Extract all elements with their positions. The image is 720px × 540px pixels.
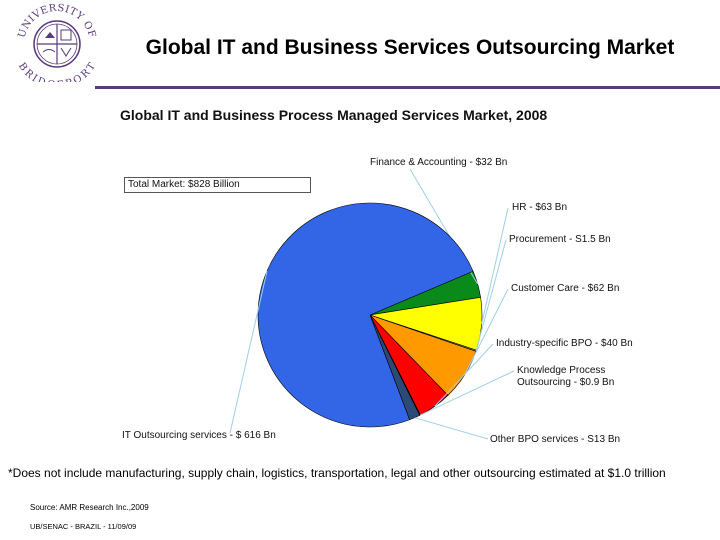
leader-line-it-outsourcing-services bbox=[229, 270, 268, 434]
pie-chart-svg bbox=[229, 168, 515, 440]
leader-line-procurement bbox=[475, 239, 507, 351]
slide-footer: UB/SENAC - BRAZIL - 11/09/09 bbox=[30, 522, 137, 531]
label-it-outsourcing: IT Outsourcing services - $ 616 Bn bbox=[122, 430, 276, 441]
label-hr: HR - $63 Bn bbox=[512, 202, 568, 213]
leader-line-hr bbox=[481, 207, 509, 325]
label-knowledge-process-line2: Outsourcing - $0.9 Bn bbox=[517, 377, 615, 388]
label-finance-accounting: Finance & Accounting - $32 Bn bbox=[370, 157, 508, 168]
total-market-box: Total Market: $828 Billion bbox=[124, 177, 311, 193]
leader-line-industry-specific-bpo bbox=[434, 343, 494, 407]
pie-chart: Global IT and Business Process Managed S… bbox=[110, 100, 650, 450]
university-seal-logo: UNIVERSITY OF BRIDGEPORT bbox=[10, 0, 105, 91]
chart-title: Global IT and Business Process Managed S… bbox=[120, 107, 548, 123]
label-procurement: Procurement - S1.5 Bn bbox=[509, 234, 611, 245]
title-divider bbox=[95, 86, 720, 89]
leader-line-other-bpo-services bbox=[414, 417, 489, 440]
slide-title: Global IT and Business Services Outsourc… bbox=[145, 36, 675, 59]
label-industry-specific-bpo: Industry-specific BPO - $40 Bn bbox=[496, 338, 633, 349]
leader-line-customer-care bbox=[464, 288, 509, 376]
label-knowledge-process-line1: Knowledge Process bbox=[517, 365, 606, 376]
leader-line-knowledge-process-outsourcing bbox=[419, 370, 515, 416]
label-customer-care: Customer Care - $62 Bn bbox=[511, 283, 620, 294]
footnote: *Does not include manufacturing, supply … bbox=[8, 466, 666, 480]
source-note: Source: AMR Research Inc.,2009 bbox=[30, 503, 149, 512]
pie-slice-it-outsourcing-services bbox=[257, 202, 474, 428]
label-other-bpo: Other BPO services - S13 Bn bbox=[490, 434, 621, 445]
